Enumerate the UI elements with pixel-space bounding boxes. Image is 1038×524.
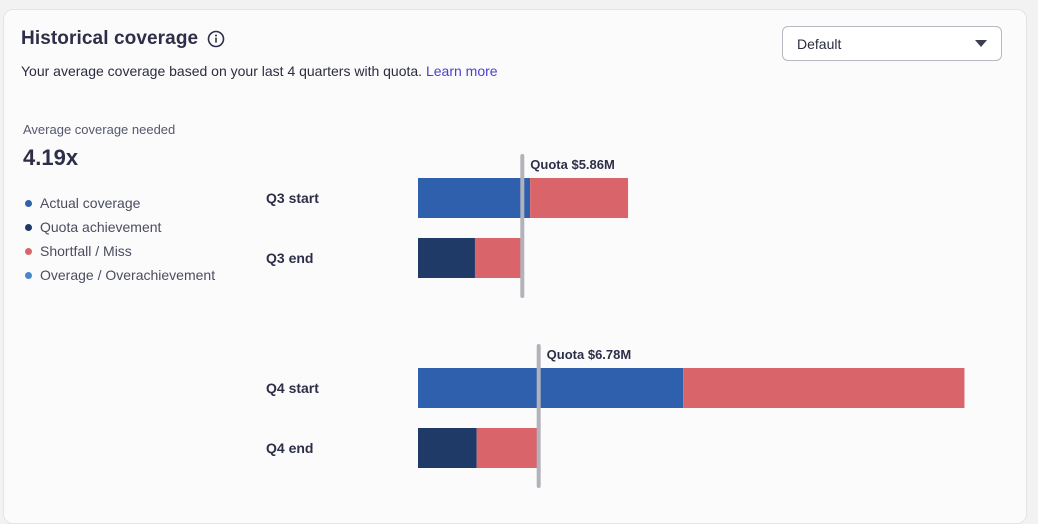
quota-label-0: Quota $5.86M — [530, 157, 615, 172]
coverage-bar-chart: Q3 start Q3 end Quota $5.86M Q4 start Q4 end… — [266, 154, 965, 488]
category-label-q4-end: Q4 end — [266, 440, 313, 456]
chevron-down-icon — [975, 40, 987, 47]
quota-line-0 — [520, 154, 525, 298]
legend-item-overage: Overage / Overachievement — [23, 263, 215, 287]
category-label-q3-start: Q3 start — [266, 190, 319, 206]
average-coverage-label: Average coverage needed — [23, 122, 176, 137]
legend-dot-actual — [25, 199, 32, 207]
card-subtitle: Your average coverage based on your last… — [21, 63, 498, 79]
quota-line-1 — [536, 344, 541, 488]
legend-dot-quota-achievement — [25, 223, 32, 231]
legend-dot-shortfall — [25, 247, 32, 255]
average-coverage-value: 4.19x — [23, 145, 79, 170]
bar-segment-q4-end-0 — [418, 428, 477, 468]
subtitle-text: Your average coverage based on your last… — [21, 63, 423, 79]
legend-item-quota-achievement: Quota achievement — [23, 215, 215, 239]
dropdown-selected-value: Default — [797, 35, 842, 52]
card-title: Historical coverage — [21, 28, 199, 49]
category-label-q4-start: Q4 start — [266, 380, 319, 396]
legend-item-actual: Actual coverage — [23, 191, 215, 215]
view-dropdown[interactable]: Default — [782, 26, 1002, 61]
quota-label-1: Quota $6.78M — [547, 347, 632, 362]
bar-segment-q4-start-0 — [418, 368, 684, 408]
title-row: Historical coverage — [21, 28, 225, 50]
bar-segment-q3-end-0 — [418, 238, 475, 278]
legend-item-shortfall: Shortfall / Miss — [23, 239, 215, 263]
legend-label-quota-achievement: Quota achievement — [40, 219, 162, 235]
bar-segment-q3-start-0 — [418, 178, 531, 218]
info-icon[interactable] — [207, 30, 225, 48]
legend-dot-overage — [25, 271, 32, 279]
bar-segment-q3-end-1 — [474, 238, 523, 278]
learn-more-link[interactable]: Learn more — [425, 63, 498, 79]
legend-label-actual: Actual coverage — [40, 195, 141, 211]
bar-segment-q3-start-1 — [530, 178, 629, 218]
chart-legend: Actual coverage Quota achievement Shortf… — [23, 191, 215, 287]
bar-segment-q4-end-1 — [476, 428, 539, 468]
category-label-q3-end: Q3 end — [266, 250, 313, 266]
bar-segment-q4-start-1 — [683, 368, 965, 408]
legend-label-shortfall: Shortfall / Miss — [40, 243, 132, 259]
legend-label-overage: Overage / Overachievement — [40, 267, 216, 283]
